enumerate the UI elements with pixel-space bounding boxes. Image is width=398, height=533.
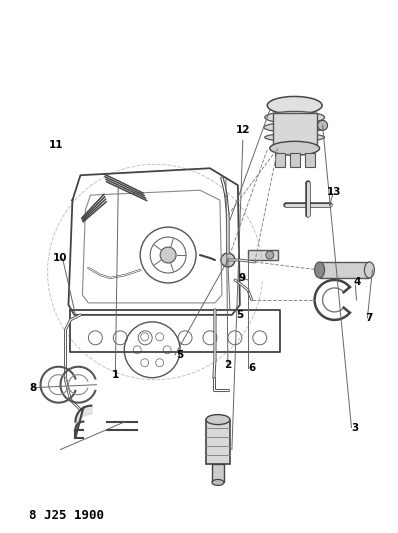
Ellipse shape [314,262,324,278]
Bar [275,154,285,167]
Text: 4: 4 [354,277,361,287]
Text: 10: 10 [53,253,68,263]
Circle shape [266,251,274,259]
Text: 3: 3 [351,423,358,433]
Bar [248,250,278,260]
Circle shape [221,253,235,267]
Text: 11: 11 [49,140,64,150]
Circle shape [318,120,328,131]
Text: 9: 9 [238,273,246,283]
Circle shape [160,247,176,263]
Text: 13: 13 [327,187,342,197]
Bar [273,114,316,148]
Ellipse shape [365,262,375,278]
Ellipse shape [206,415,230,425]
Bar [212,464,224,482]
Bar [304,154,314,167]
Text: 5: 5 [236,310,244,320]
Ellipse shape [267,96,322,115]
Text: 1: 1 [112,370,119,379]
Text: 6: 6 [248,363,256,373]
Bar [206,419,230,464]
Ellipse shape [270,141,320,155]
Ellipse shape [212,480,224,486]
Text: 8: 8 [29,383,36,393]
Ellipse shape [264,123,326,132]
Text: 8 J25 1900: 8 J25 1900 [29,510,103,522]
Text: 7: 7 [366,313,373,323]
Ellipse shape [265,111,324,123]
Ellipse shape [265,133,324,141]
Bar [290,154,300,167]
Bar [320,262,369,278]
Text: 12: 12 [236,125,250,135]
Text: 5: 5 [176,350,184,360]
Text: 2: 2 [224,360,232,370]
